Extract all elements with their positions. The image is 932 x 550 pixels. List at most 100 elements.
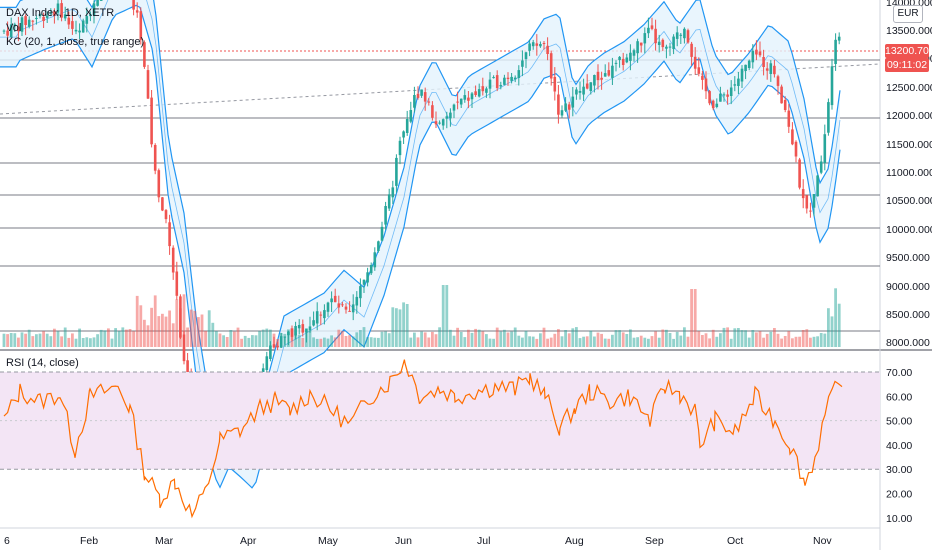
price-tick-label: 12500.000 bbox=[886, 82, 932, 94]
candle-body bbox=[704, 78, 708, 92]
volume-bar bbox=[488, 338, 492, 347]
volume-bar bbox=[359, 330, 362, 347]
candle-body bbox=[171, 247, 175, 273]
volume-bar bbox=[686, 336, 690, 347]
candle-body bbox=[711, 100, 715, 109]
volume-bar bbox=[351, 336, 355, 347]
time-tick-label: Sep bbox=[645, 535, 664, 547]
volume-bar bbox=[189, 309, 193, 347]
volume-bar bbox=[769, 331, 773, 347]
volume-bar bbox=[402, 302, 405, 347]
volume-bar bbox=[171, 323, 175, 347]
candle-body bbox=[470, 93, 474, 100]
candle-body bbox=[683, 28, 686, 39]
volume-bar bbox=[492, 338, 495, 347]
volume-bar bbox=[92, 337, 96, 347]
volume-bar bbox=[35, 334, 38, 347]
volume-bar bbox=[791, 338, 794, 347]
candle-body bbox=[769, 63, 773, 74]
candle-body bbox=[6, 30, 9, 36]
volume-bar bbox=[719, 333, 722, 347]
candle-body bbox=[582, 86, 585, 95]
volume-bar bbox=[341, 330, 344, 347]
price-tick-label: 9000.000 bbox=[886, 281, 930, 293]
candle-body bbox=[665, 46, 668, 49]
candle-body bbox=[632, 50, 636, 56]
candle-body bbox=[787, 110, 791, 127]
candle-body bbox=[600, 77, 603, 80]
volume-bar bbox=[690, 289, 693, 347]
volume-bar bbox=[398, 309, 402, 347]
volume-bar bbox=[827, 308, 830, 347]
volume-bar bbox=[233, 331, 236, 347]
volume-bar bbox=[326, 338, 330, 347]
volume-bar bbox=[816, 336, 819, 347]
candle-body bbox=[467, 97, 470, 101]
time-tick-label: Jun bbox=[395, 535, 412, 547]
volume-bar bbox=[438, 327, 441, 347]
volume-bar bbox=[564, 330, 567, 347]
volume-bar bbox=[546, 338, 549, 347]
volume-bar bbox=[456, 327, 459, 347]
candle-body bbox=[690, 43, 693, 57]
volume-bar bbox=[258, 330, 261, 347]
candle-body bbox=[639, 42, 643, 46]
candle-body bbox=[744, 64, 747, 71]
currency-button[interactable]: EUR bbox=[893, 5, 923, 23]
candle-body bbox=[182, 334, 186, 362]
volume-bar bbox=[531, 336, 535, 347]
volume-bar bbox=[683, 327, 686, 347]
candle-body bbox=[477, 89, 481, 97]
rsi-tick-label: 10.00 bbox=[886, 513, 912, 525]
volume-bar bbox=[765, 333, 769, 347]
candle-body bbox=[71, 21, 74, 29]
volume-bar bbox=[528, 336, 531, 347]
candle-body bbox=[650, 25, 654, 29]
candle-body bbox=[49, 12, 53, 14]
volume-bar bbox=[369, 337, 373, 347]
last-price-badge: 13200.700 bbox=[885, 44, 932, 58]
candle-body bbox=[657, 41, 661, 45]
volume-bar bbox=[517, 335, 521, 347]
volume-bar bbox=[621, 332, 625, 347]
volume-bar bbox=[809, 337, 812, 347]
candle-body bbox=[132, 0, 135, 10]
candle-body bbox=[506, 77, 510, 79]
volume-bar bbox=[243, 335, 247, 347]
volume-bar bbox=[315, 338, 319, 347]
volume-bar bbox=[794, 336, 798, 347]
volume-bar bbox=[452, 335, 456, 347]
candle-body bbox=[578, 91, 582, 93]
volume-bar bbox=[697, 331, 701, 347]
candle-body bbox=[747, 60, 751, 68]
volume-bar bbox=[600, 333, 603, 347]
volume-bar bbox=[834, 288, 837, 347]
volume-bar bbox=[470, 332, 474, 347]
volume-bar bbox=[413, 332, 416, 347]
candle-body bbox=[722, 94, 726, 96]
keltner-middle bbox=[0, 0, 841, 459]
rsi-tick-label: 60.00 bbox=[886, 391, 912, 403]
volume-bar bbox=[434, 334, 438, 347]
candle-body bbox=[539, 44, 542, 47]
time-tick-label: 6 bbox=[4, 535, 10, 547]
volume-bar bbox=[182, 294, 186, 347]
candle-body bbox=[549, 53, 553, 79]
rsi-tick-label: 20.00 bbox=[886, 489, 912, 501]
volume-bar bbox=[819, 333, 823, 347]
volume-bar bbox=[103, 330, 107, 347]
price-tick-label: 9500.000 bbox=[886, 252, 930, 264]
candle-body bbox=[319, 314, 323, 316]
volume-bar bbox=[593, 336, 596, 347]
candle-body bbox=[96, 0, 99, 6]
volume-bar bbox=[798, 336, 801, 347]
candle-body bbox=[715, 103, 719, 107]
candle-body bbox=[337, 303, 341, 308]
volume-bar bbox=[783, 336, 787, 347]
volume-bar bbox=[146, 325, 150, 347]
volume-bar bbox=[38, 333, 42, 347]
volume-bar bbox=[305, 331, 308, 347]
keltner-lower bbox=[0, 4, 841, 489]
volume-bar bbox=[193, 310, 197, 347]
